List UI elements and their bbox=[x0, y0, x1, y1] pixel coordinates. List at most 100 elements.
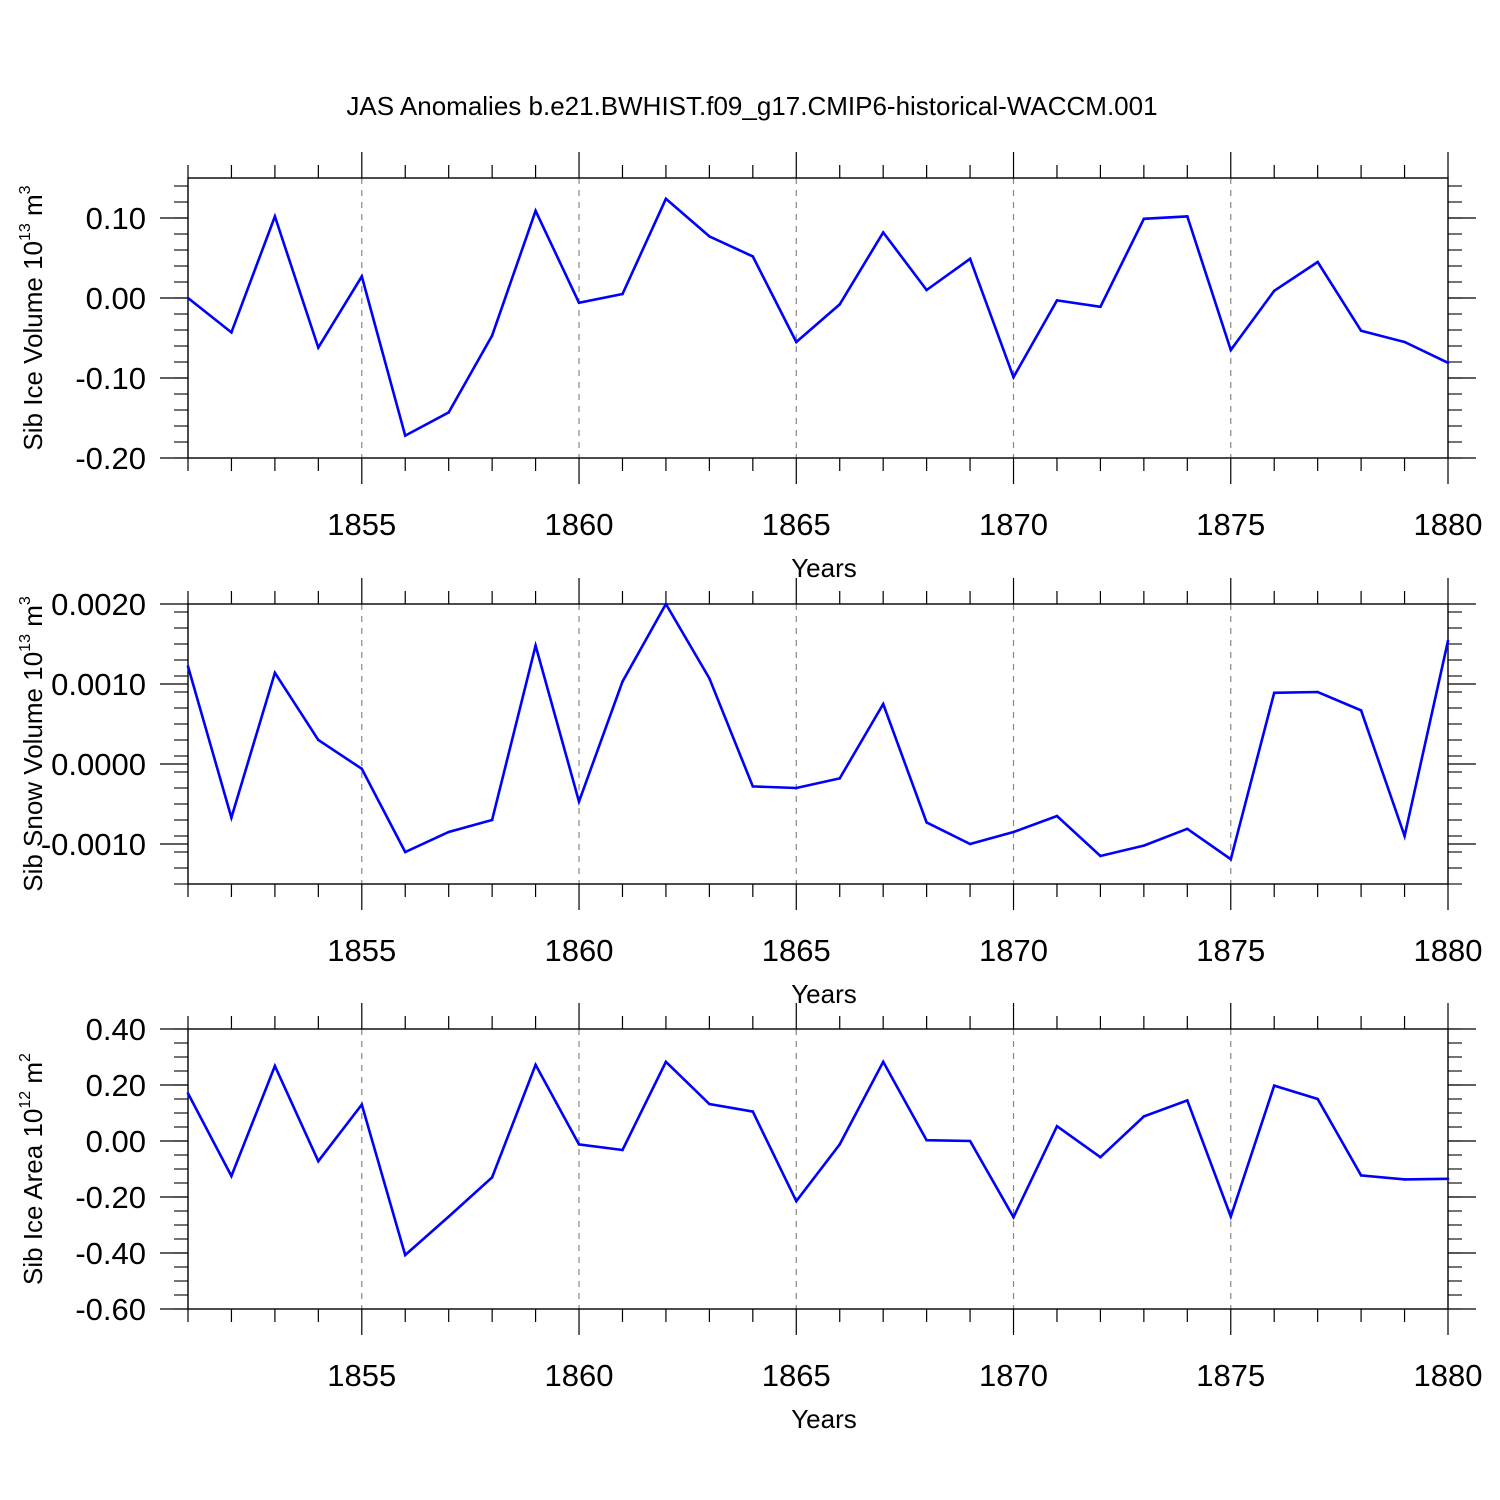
x-tick-label: 1855 bbox=[327, 933, 396, 968]
data-point bbox=[621, 292, 624, 296]
data-point bbox=[403, 1253, 407, 1257]
data-point bbox=[447, 830, 450, 834]
x-tick-label: 1880 bbox=[1414, 1358, 1483, 1393]
data-point bbox=[230, 331, 233, 334]
data-point bbox=[230, 1174, 233, 1178]
y-tick-label: 0.40 bbox=[86, 1012, 146, 1047]
y-tick-label: -0.20 bbox=[75, 1180, 146, 1215]
data-point bbox=[1359, 329, 1363, 333]
x-tick-label: 1880 bbox=[1414, 933, 1483, 968]
data-point bbox=[534, 1063, 537, 1067]
y-axis-label-unit: m bbox=[18, 194, 48, 223]
y-axis-label-unit-exponent: 3 bbox=[17, 596, 34, 605]
x-tick-label: 1875 bbox=[1196, 933, 1265, 968]
x-axis-label: Years bbox=[791, 553, 857, 583]
x-tick-label: 1870 bbox=[979, 507, 1048, 542]
x-tick-label: 1865 bbox=[762, 933, 831, 968]
data-point bbox=[838, 1143, 842, 1146]
panels: 1855 1860 1865 1870 1875 1880 Years -0.20 -0.10 0… bbox=[17, 152, 1482, 1434]
x-tick-label: 1870 bbox=[979, 1358, 1048, 1393]
data-point bbox=[447, 1215, 450, 1218]
plot-frame bbox=[187, 603, 1449, 885]
y-tick-label: -0.0010 bbox=[41, 827, 146, 862]
plot-frame bbox=[187, 177, 1449, 459]
data-point bbox=[968, 257, 972, 261]
data-point bbox=[1403, 340, 1406, 344]
x-tick-label: 1870 bbox=[979, 933, 1048, 968]
data-point bbox=[1272, 289, 1276, 293]
y-axis-label: Sib Ice Volume 1013 m3 bbox=[17, 185, 48, 450]
data-point bbox=[1403, 1178, 1406, 1181]
series-line bbox=[186, 1059, 1449, 1258]
y-tick-label: -0.40 bbox=[75, 1236, 146, 1271]
y-axis-label-unit-exponent: 3 bbox=[17, 185, 34, 194]
data-point bbox=[1055, 299, 1059, 302]
data-point bbox=[534, 209, 537, 213]
data-point bbox=[1446, 639, 1450, 643]
data-point bbox=[1229, 348, 1233, 352]
y-tick-label: 0.00 bbox=[86, 1124, 146, 1159]
y-axis-label-unit: m bbox=[18, 1062, 48, 1091]
data-point bbox=[1142, 217, 1146, 221]
data-point bbox=[1099, 305, 1102, 309]
y-tick-label: -0.20 bbox=[75, 441, 146, 476]
y-axis-label-exponent: 13 bbox=[17, 223, 34, 241]
y-axis-label-unit: m bbox=[18, 605, 48, 634]
data-point bbox=[1229, 1215, 1233, 1218]
data-point bbox=[1316, 1097, 1319, 1101]
x-tick-label: 1860 bbox=[545, 1358, 614, 1393]
data-point bbox=[664, 1060, 668, 1064]
y-tick-label: -0.10 bbox=[75, 361, 146, 396]
data-point bbox=[490, 1176, 494, 1179]
x-tick-label: 1865 bbox=[762, 507, 831, 542]
data-point bbox=[360, 767, 364, 771]
y-axis-label-prefix: Sib Ice Area 10 bbox=[18, 1109, 48, 1285]
data-point bbox=[1316, 260, 1319, 264]
data-point bbox=[1359, 709, 1363, 712]
data-point bbox=[1012, 1215, 1015, 1219]
y-tick-label: 0.20 bbox=[86, 1068, 146, 1103]
data-point bbox=[403, 850, 407, 854]
data-point bbox=[794, 340, 798, 344]
data-point bbox=[838, 777, 842, 780]
x-tick-label: 1855 bbox=[327, 1358, 396, 1393]
data-point bbox=[1142, 1115, 1146, 1118]
data-point bbox=[577, 301, 581, 305]
data-point bbox=[360, 275, 364, 278]
data-point bbox=[708, 1102, 711, 1106]
y-axis-label-prefix: Sib Snow Volume 10 bbox=[18, 652, 48, 892]
y-axis-label-exponent: 13 bbox=[17, 634, 34, 652]
data-point bbox=[881, 702, 885, 706]
y-tick-label: -0.60 bbox=[75, 1292, 146, 1327]
x-tick-label: 1865 bbox=[762, 1358, 831, 1393]
data-point bbox=[1272, 1084, 1276, 1087]
series-line bbox=[186, 601, 1450, 862]
data-point bbox=[925, 821, 928, 824]
data-point bbox=[1186, 1099, 1189, 1102]
data-point bbox=[490, 334, 494, 337]
data-point bbox=[925, 288, 928, 292]
data-point bbox=[317, 1159, 320, 1163]
x-tick-label: 1875 bbox=[1196, 1358, 1265, 1393]
y-tick-label: 0.00 bbox=[86, 281, 146, 316]
data-point bbox=[490, 818, 494, 822]
data-point bbox=[1446, 1177, 1450, 1181]
data-point bbox=[186, 665, 190, 668]
data-point bbox=[447, 411, 450, 414]
data-point bbox=[794, 1199, 798, 1203]
data-point bbox=[708, 677, 711, 680]
data-point bbox=[621, 1148, 624, 1152]
data-point bbox=[317, 346, 320, 349]
data-point bbox=[577, 1143, 581, 1146]
data-point bbox=[968, 1139, 972, 1143]
data-point bbox=[751, 1110, 755, 1113]
y-axis-label: Sib Snow Volume 1013 m3 bbox=[17, 596, 48, 892]
x-tick-label: 1880 bbox=[1414, 507, 1483, 542]
data-point bbox=[838, 303, 842, 306]
data-point bbox=[1446, 361, 1450, 365]
data-point bbox=[925, 1138, 928, 1142]
panel-1: 1855 1860 1865 1870 1875 1880 Years -0.20 -0.10 0… bbox=[17, 152, 1482, 583]
y-tick-label: 0.0010 bbox=[51, 667, 146, 702]
x-tick-label: 1860 bbox=[545, 933, 614, 968]
